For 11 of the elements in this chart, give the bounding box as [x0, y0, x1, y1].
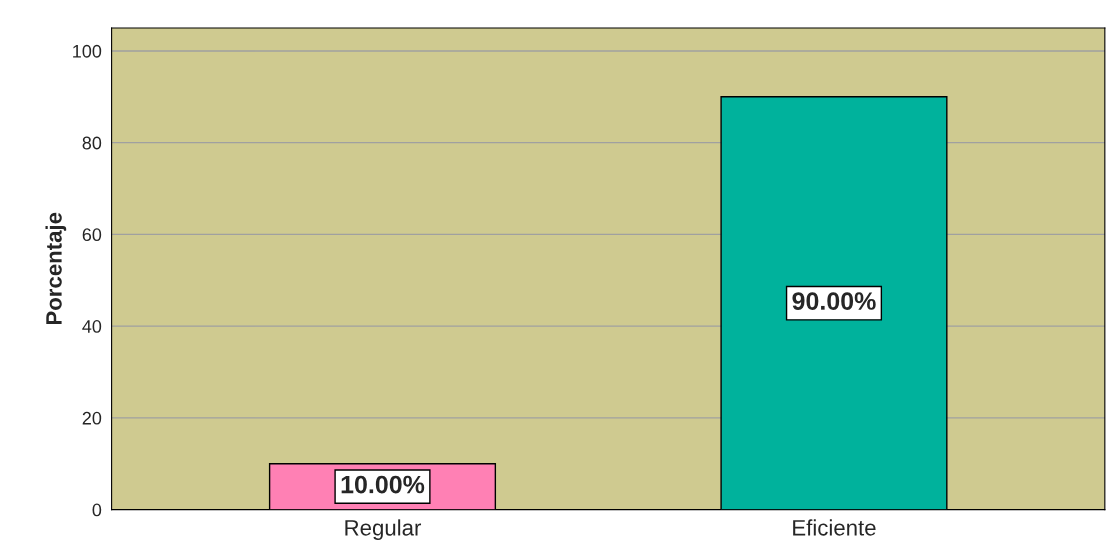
x-tick-label: Regular — [345, 519, 422, 541]
y-tick-label: 80 — [82, 136, 102, 150]
y-tick-label: 20 — [82, 411, 102, 425]
y-axis-title: Porcentaje — [45, 212, 67, 325]
data-label: 90.00% — [792, 292, 876, 310]
y-tick-label: 40 — [82, 320, 102, 333]
data-label: 10.00% — [341, 475, 425, 494]
y-tick-label: 100 — [73, 44, 102, 58]
y-tick-label: 60 — [82, 228, 102, 242]
x-tick-label: Eficiente — [793, 519, 876, 536]
y-tick-label: 0 — [92, 503, 102, 517]
